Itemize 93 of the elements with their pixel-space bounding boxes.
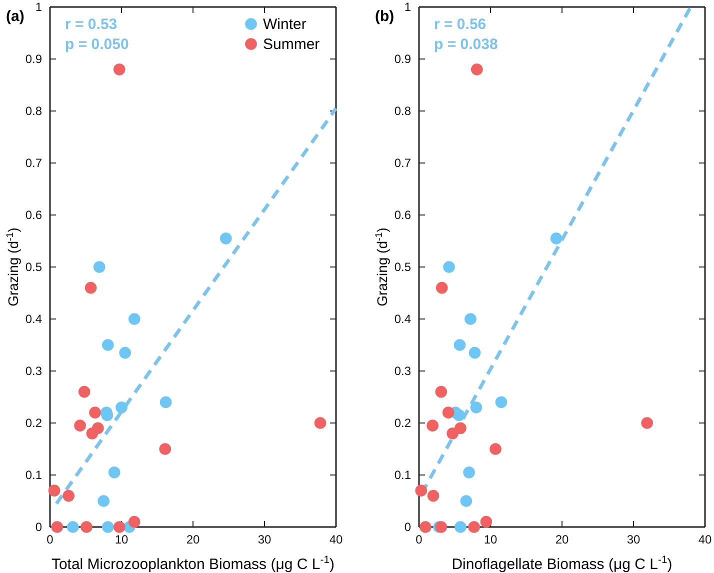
point: [468, 346, 481, 359]
point: [454, 422, 466, 434]
point: [80, 521, 92, 533]
point: [463, 466, 475, 478]
point: [420, 521, 432, 533]
point: [454, 521, 466, 533]
y-tick-label: 1: [35, 0, 42, 14]
y-tick-label: 0: [404, 520, 412, 534]
point: [86, 427, 98, 440]
point: [443, 261, 455, 273]
point: [468, 521, 480, 533]
point: [48, 484, 60, 497]
x-tick-label: 30: [626, 532, 640, 547]
point: [435, 521, 448, 533]
legend-label: Winter: [263, 16, 306, 33]
y-tick-label: 0.5: [394, 260, 412, 274]
point: [495, 396, 508, 408]
y-tick-label: 0: [35, 520, 42, 534]
x-tick-label: 0: [46, 532, 54, 547]
point: [415, 484, 428, 497]
y-tick-label: 0.6: [394, 208, 412, 222]
point: [427, 490, 440, 502]
y-tick-label: 0.2: [394, 416, 412, 430]
point: [460, 495, 472, 507]
point: [84, 282, 97, 294]
point: [102, 339, 114, 351]
y-tick-label: 0.3: [25, 364, 42, 378]
x-tick-label: 30: [258, 532, 272, 547]
legend-label: Summer: [263, 36, 320, 53]
point: [102, 521, 114, 533]
point: [426, 420, 438, 432]
y-tick-label: 0.2: [25, 416, 42, 430]
point: [454, 339, 466, 351]
point: [159, 443, 172, 455]
point: [74, 420, 86, 432]
point: [464, 313, 476, 325]
annotation: p = 0.050: [65, 36, 129, 53]
y-tick-label: 0.9: [25, 52, 42, 66]
x-axis-title: Dinoflagellate Biomass (μg C L$^{-1}$): [452, 554, 672, 573]
y-tick-label: 1: [404, 0, 412, 14]
y-tick-label: 0.1: [394, 468, 412, 482]
point: [62, 490, 75, 502]
x-tick-label: 20: [186, 532, 200, 547]
y-tick-label: 0.8: [394, 104, 412, 118]
y-tick-label: 0.3: [394, 364, 412, 378]
x-tick-label: 40: [698, 532, 712, 547]
point: [93, 261, 106, 273]
point: [119, 346, 131, 359]
annotation: p = 0.038: [434, 36, 498, 53]
annotation: r = 0.56: [434, 16, 486, 33]
point: [116, 401, 128, 414]
point: [471, 63, 483, 76]
point: [108, 466, 120, 478]
chart-title: (a): [6, 8, 24, 25]
point: [480, 516, 492, 528]
y-tick-label: 0.8: [25, 104, 42, 118]
y-tick-label: 0.1: [25, 468, 42, 482]
point: [435, 386, 448, 398]
x-tick-label: 10: [114, 532, 128, 547]
y-tick-label: 0.7: [25, 156, 42, 170]
y-tick-label: 0.4: [25, 312, 42, 326]
x-tick-label: 40: [329, 532, 343, 547]
x-tick-label: 20: [555, 532, 569, 547]
point: [446, 427, 459, 440]
point: [51, 521, 64, 533]
point: [436, 282, 448, 294]
point: [66, 521, 79, 533]
point: [453, 409, 465, 422]
point: [442, 406, 454, 419]
point: [98, 495, 110, 507]
point: [470, 401, 482, 414]
point: [113, 521, 126, 533]
chart-title: (b): [375, 8, 394, 25]
y-tick-label: 0.4: [394, 312, 412, 326]
point: [128, 313, 140, 325]
point: [160, 396, 172, 408]
point: [220, 232, 232, 244]
y-tick-label: 0.6: [25, 208, 42, 222]
x-tick-label: 10: [484, 532, 498, 547]
point: [113, 63, 126, 76]
point: [128, 516, 140, 528]
point: [550, 232, 562, 244]
y-tick-label: 0.5: [25, 260, 42, 274]
point: [78, 386, 90, 398]
x-axis-title: Total Microzooplankton Biomass (μg C L$^{-1}$): [51, 554, 335, 573]
point: [314, 417, 326, 429]
annotation: r = 0.53: [65, 16, 118, 33]
y-tick-label: 0.7: [394, 156, 412, 170]
x-tick-label: 0: [416, 532, 423, 547]
point: [89, 406, 101, 419]
y-tick-label: 0.9: [394, 52, 412, 66]
point: [490, 443, 502, 455]
point: [641, 417, 653, 429]
